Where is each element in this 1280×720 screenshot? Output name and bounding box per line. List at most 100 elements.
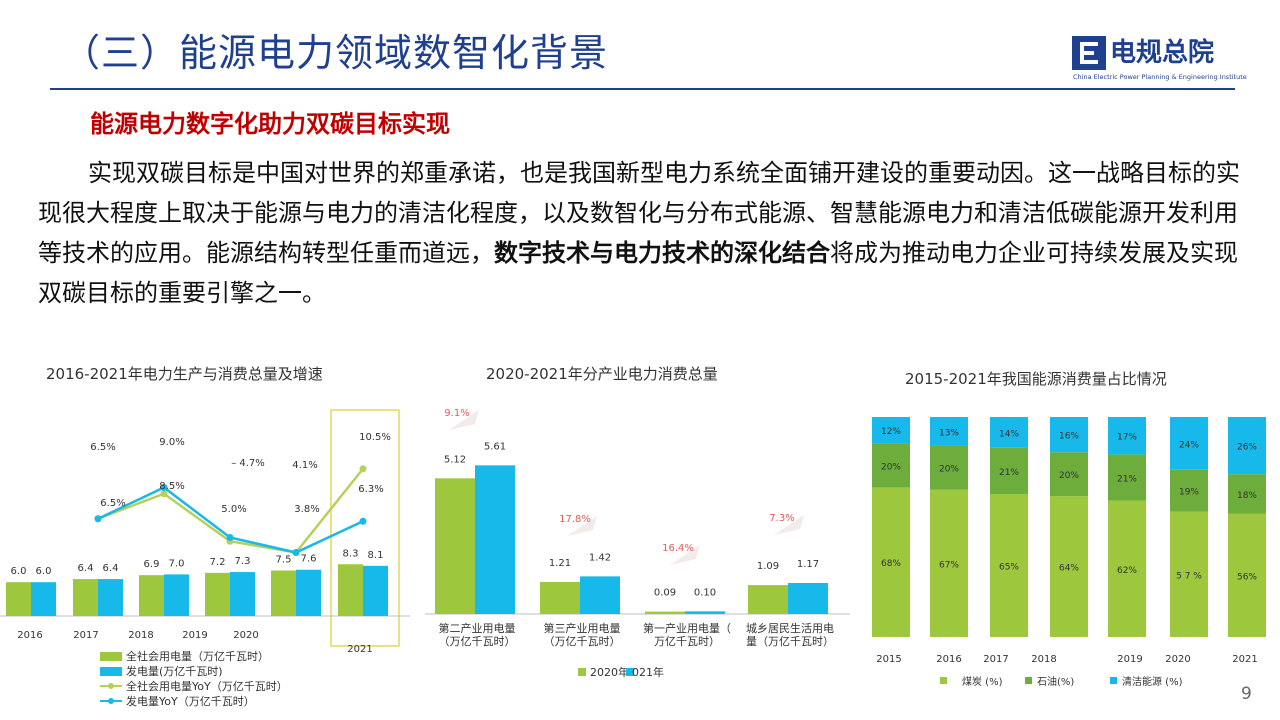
chart1-legend-label: 全社会用电量YoY（万亿千瓦时） bbox=[126, 679, 288, 693]
chart1-bar-label: 7.2 bbox=[210, 557, 226, 568]
chart3-bar-石油-2021 bbox=[1228, 474, 1266, 514]
chart3-bar-清洁能源-2018 bbox=[1050, 417, 1088, 453]
chart2-bar-label: 1.42 bbox=[589, 552, 611, 563]
chart1-bar-label: 7.6 bbox=[301, 554, 317, 565]
chart3-bar-label: 67% bbox=[939, 560, 959, 570]
chart3-bar-label: 18% bbox=[1237, 491, 1257, 501]
body-paragraph: 实现双碳目标是中国对世界的郑重承诺，也是我国新型电力系统全面铺开建设的重要动因。… bbox=[38, 153, 1248, 313]
chart2-legend-swatch bbox=[578, 668, 586, 676]
chart1-line-point bbox=[160, 484, 168, 491]
chart1-bar-generation-2016 bbox=[31, 582, 56, 616]
chart3-bar-label: 13% bbox=[939, 428, 959, 438]
chart2-title: 2020-2021年分产业电力消费总量 bbox=[486, 365, 718, 383]
chart3-x-tick-2015: 2015 bbox=[876, 654, 901, 665]
chart3-bar-label: 56% bbox=[1237, 572, 1257, 582]
chart2-bar-2021年-0 bbox=[475, 465, 515, 614]
chart1-x-tick-2021: 2021 bbox=[347, 644, 372, 655]
chart2-bar-label: 1.17 bbox=[797, 559, 819, 570]
paragraph-text-2: 将成为推动电力企业可持续发展及实现双碳目标的重要引擎之一。 bbox=[38, 239, 1238, 307]
chart3-bar-清洁能源-2015 bbox=[872, 417, 910, 444]
chart2-bar-2020年-0 bbox=[435, 478, 475, 614]
chart1-line-label: – 4.7% bbox=[231, 458, 265, 469]
chart1-legend-swatch bbox=[100, 667, 122, 676]
chart1-legend-swatch bbox=[108, 698, 114, 704]
chart3-bar-煤炭-2018 bbox=[1050, 496, 1088, 637]
chart1-bar-label: 7.5 bbox=[276, 555, 292, 566]
chart1-line-label: 6.5% bbox=[100, 498, 125, 509]
title-divider bbox=[50, 88, 1235, 90]
chart1-bar-consumption-2016 bbox=[6, 582, 31, 616]
chart1-x-tick-2017: 2017 bbox=[73, 630, 98, 641]
chart3-energy-mix: 68% 20% 12% 2015 67% 20% 13% 2016 65% 21% 14% 2017 6… bbox=[872, 417, 1266, 688]
chart1-bar-label: 6.0 bbox=[11, 566, 27, 577]
chart2-growth-label: 7.3% bbox=[769, 513, 794, 524]
chart3-bar-煤炭-2020 bbox=[1170, 511, 1208, 637]
chart1-x-tick-2019: 2019 bbox=[182, 630, 207, 641]
chart3-bar-清洁能源-2021 bbox=[1228, 417, 1266, 475]
chart1-bar-label: 6.0 bbox=[36, 566, 52, 577]
chart1-title: 2016-2021年电力生产与消费总量及增速 bbox=[46, 365, 323, 383]
chart1-bar-label: 8.1 bbox=[368, 550, 384, 561]
chart3-bar-label: 20% bbox=[939, 465, 959, 475]
chart3-bar-煤炭-2016 bbox=[930, 489, 968, 637]
chart2-legend-swatch bbox=[626, 668, 634, 676]
chart1-bar-label: 7.0 bbox=[169, 558, 185, 569]
chart3-bar-label: 5 7 % bbox=[1176, 571, 1202, 581]
chart2-bar-2021年-1 bbox=[580, 576, 620, 614]
chart3-legend-label: 清洁能源 (%) bbox=[1122, 675, 1183, 688]
paragraph-text-1: 实现双碳目标是中国对世界的郑重承诺，也是我国新型电力系统全面铺开建设的重要动因。… bbox=[38, 159, 1240, 267]
chart3-bar-label: 21% bbox=[999, 468, 1019, 478]
chart2-bar-2020年-1 bbox=[540, 581, 580, 614]
chart1-bar-generation-2017 bbox=[98, 579, 123, 616]
chart3-bar-label: 20% bbox=[1059, 471, 1079, 481]
chart1-line-label: 4.1% bbox=[292, 460, 317, 471]
chart2-bar-label: 0.09 bbox=[654, 588, 676, 599]
chart3-bar-清洁能源-2016 bbox=[930, 417, 968, 446]
chart3-bar-label: 65% bbox=[999, 563, 1019, 573]
chart2-bar-label: 1.09 bbox=[757, 561, 779, 572]
chart1-line-label: 10.5% bbox=[359, 432, 391, 443]
chart3-bar-label: 24% bbox=[1179, 440, 1199, 450]
chart2-category-label: 万亿千瓦时） bbox=[654, 635, 720, 648]
chart1-line-point bbox=[160, 490, 168, 498]
chart3-bar-label: 21% bbox=[1117, 475, 1137, 485]
chart3-bar-石油-2015 bbox=[872, 443, 910, 488]
chart1-bar-label: 7.3 bbox=[235, 556, 251, 567]
chart1-legend-swatch bbox=[108, 683, 114, 689]
chart2-industry-consumption: 5.125.61第二产业用电量（万亿千瓦时）1.211.42第三产业用电量（万亿… bbox=[425, 408, 850, 679]
chart1-legend-label: 发电量(万亿千瓦时) bbox=[126, 664, 223, 678]
chart1-line-label: 5.0% bbox=[221, 504, 246, 515]
chart3-bar-煤炭-2015 bbox=[872, 487, 910, 637]
chart2-category-label: （万亿千瓦时） bbox=[439, 635, 516, 648]
chart3-bar-label: 17% bbox=[1117, 433, 1137, 443]
logo-icon bbox=[1072, 36, 1106, 70]
chart1-bar-consumption-2020 bbox=[271, 570, 296, 616]
chart3-legend-label: 煤炭 (%) bbox=[962, 675, 1003, 688]
chart2-category-label: 城乡居民生活用电 bbox=[746, 621, 834, 635]
page-title: （三）能源电力领域数智化背景 bbox=[62, 31, 609, 75]
chart3-x-tick-2020: 2020 bbox=[1165, 654, 1190, 665]
chart3-x-tick-2017: 2017 bbox=[983, 654, 1008, 665]
chart1-line-point bbox=[292, 549, 300, 556]
chart1-bar-label: 8.3 bbox=[343, 548, 359, 559]
chart1-highlight-2021 bbox=[330, 409, 400, 647]
chart3-x-tick-2018: 2018 bbox=[1031, 654, 1056, 665]
chart3-title: 2015-2021年我国能源消费量占比情况 bbox=[905, 370, 1167, 388]
chart1-x-tick-2020: 2020 bbox=[233, 630, 258, 641]
chart2-bar-label: 5.61 bbox=[484, 441, 506, 452]
chart1-power-production-consumption: 6.0 6.0 2016 6.4 6.4 2017 6.9 7.0 2018 7.2 7.3 2019… bbox=[0, 409, 410, 708]
chart3-bar-label: 19% bbox=[1179, 488, 1199, 498]
chart3-legend-swatch bbox=[1025, 677, 1032, 684]
chart1-line-point bbox=[359, 465, 367, 473]
chart2-bar-label: 5.12 bbox=[444, 454, 466, 465]
chart2-bar-2021年-2 bbox=[685, 611, 725, 614]
chart1-line-label: 6.3% bbox=[358, 484, 383, 495]
chart3-bar-石油-2019 bbox=[1108, 454, 1146, 501]
chart3-bar-煤炭-2019 bbox=[1108, 500, 1146, 637]
chart3-bar-煤炭-2021 bbox=[1228, 513, 1266, 637]
chart3-bar-石油-2018 bbox=[1050, 452, 1088, 497]
chart3-bar-label: 12% bbox=[881, 427, 901, 437]
chart1-line-point bbox=[226, 534, 234, 541]
chart3-bar-清洁能源-2019 bbox=[1108, 417, 1146, 455]
chart2-growth-arrow bbox=[774, 515, 804, 535]
